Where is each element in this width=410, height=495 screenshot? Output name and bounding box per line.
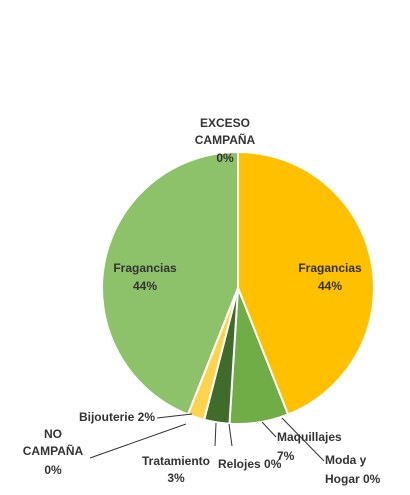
slice-fragancias-7 <box>101 150 239 416</box>
data-label-moda-y-hogar-2: Moda y Hogar 0% <box>325 453 381 486</box>
data-label-tratamiento-4: Tratamiento 3% <box>142 454 210 485</box>
data-label-fragancias-0: Fragancias 44% <box>298 261 362 293</box>
leader-lines-layer <box>89 413 325 462</box>
leader-line-relojes-3 <box>228 423 233 447</box>
data-label-exceso-campana-8: EXCESO CAMPAÑA 0% <box>195 116 256 165</box>
leader-line-no-campana-5 <box>89 423 187 459</box>
data-label-fragancias-7: Fragancias 44% <box>113 261 177 293</box>
data-label-maquillajes-1: Maquillajes 7% <box>277 430 342 463</box>
labels-layer: Fragancias 44% Maquillajes 7% Moda y Hogar 0%… <box>23 116 381 486</box>
slice-fragancias-0 <box>237 150 375 416</box>
slices-layer <box>101 150 375 425</box>
data-label-bijouterie-6: Bijouterie 2% <box>79 410 155 424</box>
data-label-no-campana-5: NO CAMPAÑA 0% <box>23 427 84 477</box>
leader-line-maquillajes-1 <box>261 421 277 438</box>
leader-line-moda-y-hogar-2 <box>281 417 325 462</box>
data-label-relojes-3: Relojes 0% <box>218 457 282 471</box>
leader-line-tratamiento-4 <box>214 422 217 447</box>
leader-line-bijouterie-6 <box>156 413 193 419</box>
